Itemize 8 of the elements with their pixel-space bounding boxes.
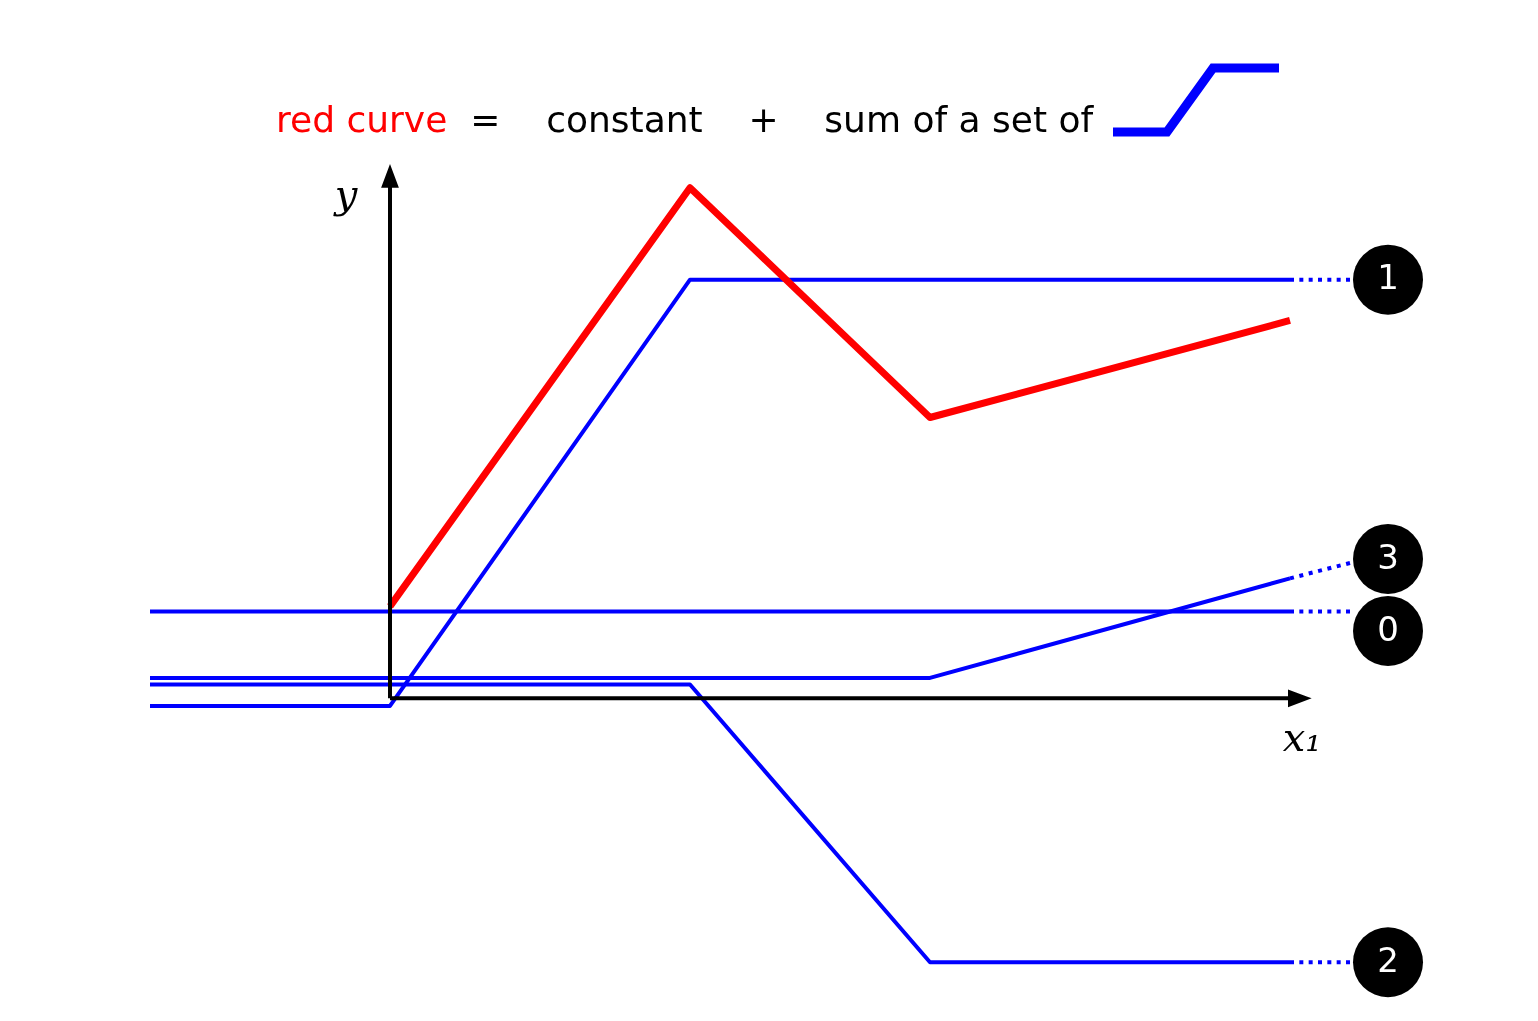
- text: 2: [1377, 940, 1399, 981]
- x-axis-title: x₁: [1282, 713, 1322, 760]
- text: 1: [1377, 257, 1399, 298]
- y-axis-title: y: [332, 171, 359, 218]
- text: 0: [1377, 608, 1399, 649]
- text: 3: [1377, 536, 1399, 577]
- chart-title: = constant + sum of a set of: [470, 99, 1094, 140]
- text: red curve: [276, 99, 449, 140]
